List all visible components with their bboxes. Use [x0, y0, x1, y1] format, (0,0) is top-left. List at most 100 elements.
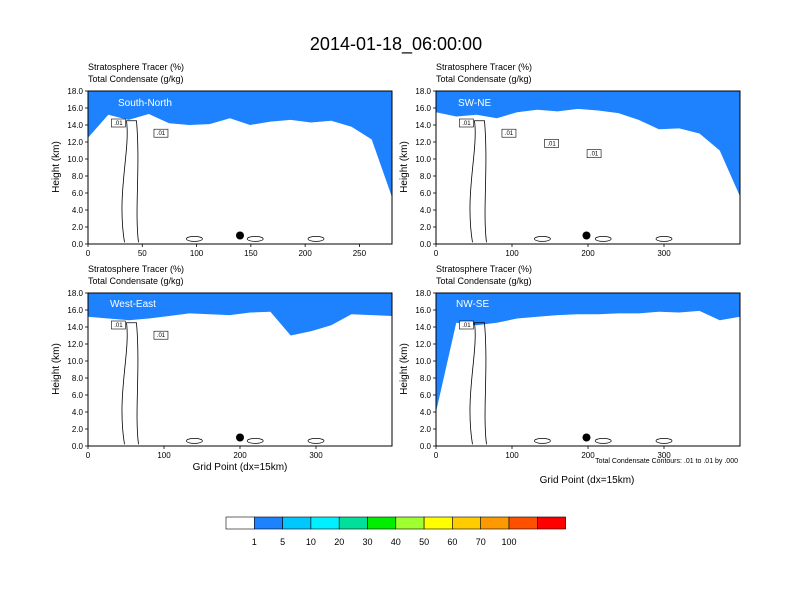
y-tick-label: 4.0 [420, 206, 432, 215]
y-tick-label: 8.0 [72, 172, 84, 181]
panel-subtitle-condensate: Total Condensate (g/kg) [436, 276, 532, 286]
panel-label: West-East [110, 299, 156, 310]
y-tick-label: 6.0 [72, 189, 84, 198]
x-tick-label: 200 [298, 249, 312, 258]
y-tick-label: 6.0 [420, 189, 432, 198]
panel-label: SW-NE [458, 98, 491, 109]
y-tick-label: 2.0 [420, 223, 432, 232]
plot-area: .01 .01 0.0 2.0 4.0 6.0 8.0 10.0 12.0 14.0 16.0 18.… [67, 87, 393, 258]
x-tick-label: 150 [244, 249, 258, 258]
x-tick-label: 0 [86, 451, 91, 460]
plot-area: .01 .01 0.0 2.0 4.0 6.0 8.0 10.0 12.0 14.0 16.0 18.… [67, 289, 393, 460]
contour-label-box [544, 139, 559, 148]
colorbar-swatch [508, 516, 538, 530]
panel-label: South-North [118, 98, 172, 109]
y-tick-label: 18.0 [67, 87, 83, 96]
contour-label: .01 [157, 131, 166, 137]
y-tick-label: 18.0 [67, 289, 83, 298]
colorbar-swatch [423, 516, 453, 530]
y-tick-label: 14.0 [415, 323, 431, 332]
y-tick-label: 16.0 [67, 104, 83, 113]
y-tick-label: 16.0 [415, 104, 431, 113]
colorbar-swatch [338, 516, 368, 530]
panel-subtitle-tracer: Stratosphere Tracer (%) [88, 62, 184, 72]
x-axis-label: Grid Point (dx=15km) [193, 462, 288, 473]
contour-label: .01 [505, 131, 514, 137]
x-tick-label: 100 [505, 249, 519, 258]
panel-subtitle-tracer: Stratosphere Tracer (%) [88, 264, 184, 274]
contour-label-box [153, 128, 169, 138]
y-tick-label: 2.0 [72, 425, 84, 434]
condensate-contour [594, 236, 612, 242]
condensate-contour [246, 236, 264, 242]
condensate-contour [534, 438, 551, 444]
panel-south-north: Stratosphere Tracer (%) Total Condensate… [51, 62, 393, 258]
panel-label: NW-SE [456, 299, 489, 310]
colorbar-swatch [480, 516, 510, 530]
contour-label: .01 [462, 121, 471, 127]
y-tick-label: 12.0 [415, 340, 431, 349]
colorbar-swatch [536, 516, 566, 530]
y-tick-label: 0.0 [72, 240, 84, 249]
colorbar-label: 60 [447, 537, 457, 547]
colorbar-swatch [225, 516, 255, 530]
y-tick-label: 10.0 [67, 155, 83, 164]
colorbar-label: 5 [280, 537, 285, 547]
y-axis-label: Height (km) [51, 141, 62, 193]
y-axis-label: Height (km) [399, 141, 410, 193]
x-tick-label: 300 [657, 451, 671, 460]
colorbar-label: 100 [501, 537, 516, 547]
x-tick-label: 200 [233, 451, 247, 460]
y-tick-label: 12.0 [67, 138, 83, 147]
y-tick-label: 16.0 [67, 306, 83, 315]
panel-west-east: Stratosphere Tracer (%) Total Condensate… [51, 264, 393, 473]
y-tick-label: 18.0 [415, 87, 431, 96]
x-tick-label: 0 [434, 451, 439, 460]
tracer-band [88, 91, 392, 198]
contour-label-box [111, 118, 126, 128]
colorbar-swatch [310, 516, 340, 530]
y-tick-label: 8.0 [420, 374, 432, 383]
contour-label-box [501, 128, 517, 138]
x-tick-label: 300 [309, 451, 323, 460]
condensate-contour [655, 236, 673, 242]
contour-label: .01 [114, 121, 123, 127]
colorbar-label: 40 [391, 537, 401, 547]
y-tick-label: 2.0 [72, 223, 84, 232]
colorbar: 1 5 10 20 30 40 50 60 70 100 [225, 516, 566, 547]
colorbar-swatch [452, 516, 481, 530]
plot-area: .01 0.0 2.0 4.0 6.0 8.0 10.0 12.0 14.0 16.0 18.0 0 1… [415, 289, 741, 460]
contour-footnote: Total Condensate Contours: .01 to .01 by… [595, 458, 738, 465]
colorbar-label: 30 [362, 537, 372, 547]
contour-label-box [586, 149, 602, 158]
y-tick-label: 4.0 [420, 408, 432, 417]
x-axis-label: Grid Point (dx=15km) [540, 475, 635, 486]
x-tick-label: 100 [157, 451, 171, 460]
y-tick-label: 10.0 [415, 357, 431, 366]
panel-sw-ne: Stratosphere Tracer (%) Total Condensate… [399, 62, 741, 258]
condensate-contour [469, 120, 487, 243]
y-tick-label: 10.0 [67, 357, 83, 366]
condensate-contour [121, 322, 139, 445]
location-marker [582, 231, 591, 240]
colorbar-label: 1 [252, 537, 257, 547]
tracer-band [88, 293, 392, 336]
y-tick-label: 14.0 [415, 121, 431, 130]
y-axis-label: Height (km) [399, 343, 410, 395]
condensate-contour [186, 236, 203, 242]
tracer-band [436, 91, 740, 197]
y-tick-label: 12.0 [415, 138, 431, 147]
panel-subtitle-condensate: Total Condensate (g/kg) [88, 276, 184, 286]
condensate-contour [469, 322, 487, 445]
location-marker [236, 433, 244, 442]
y-tick-label: 10.0 [415, 155, 431, 164]
colorbar-label: 70 [476, 537, 486, 547]
y-tick-label: 4.0 [72, 408, 84, 417]
panel-subtitle-condensate: Total Condensate (g/kg) [436, 74, 532, 84]
contour-label-box [459, 320, 474, 330]
tracer-band [436, 293, 740, 412]
contour-label: .01 [114, 323, 123, 329]
contour-label-box [111, 320, 126, 330]
y-axis-label: Height (km) [51, 343, 62, 395]
